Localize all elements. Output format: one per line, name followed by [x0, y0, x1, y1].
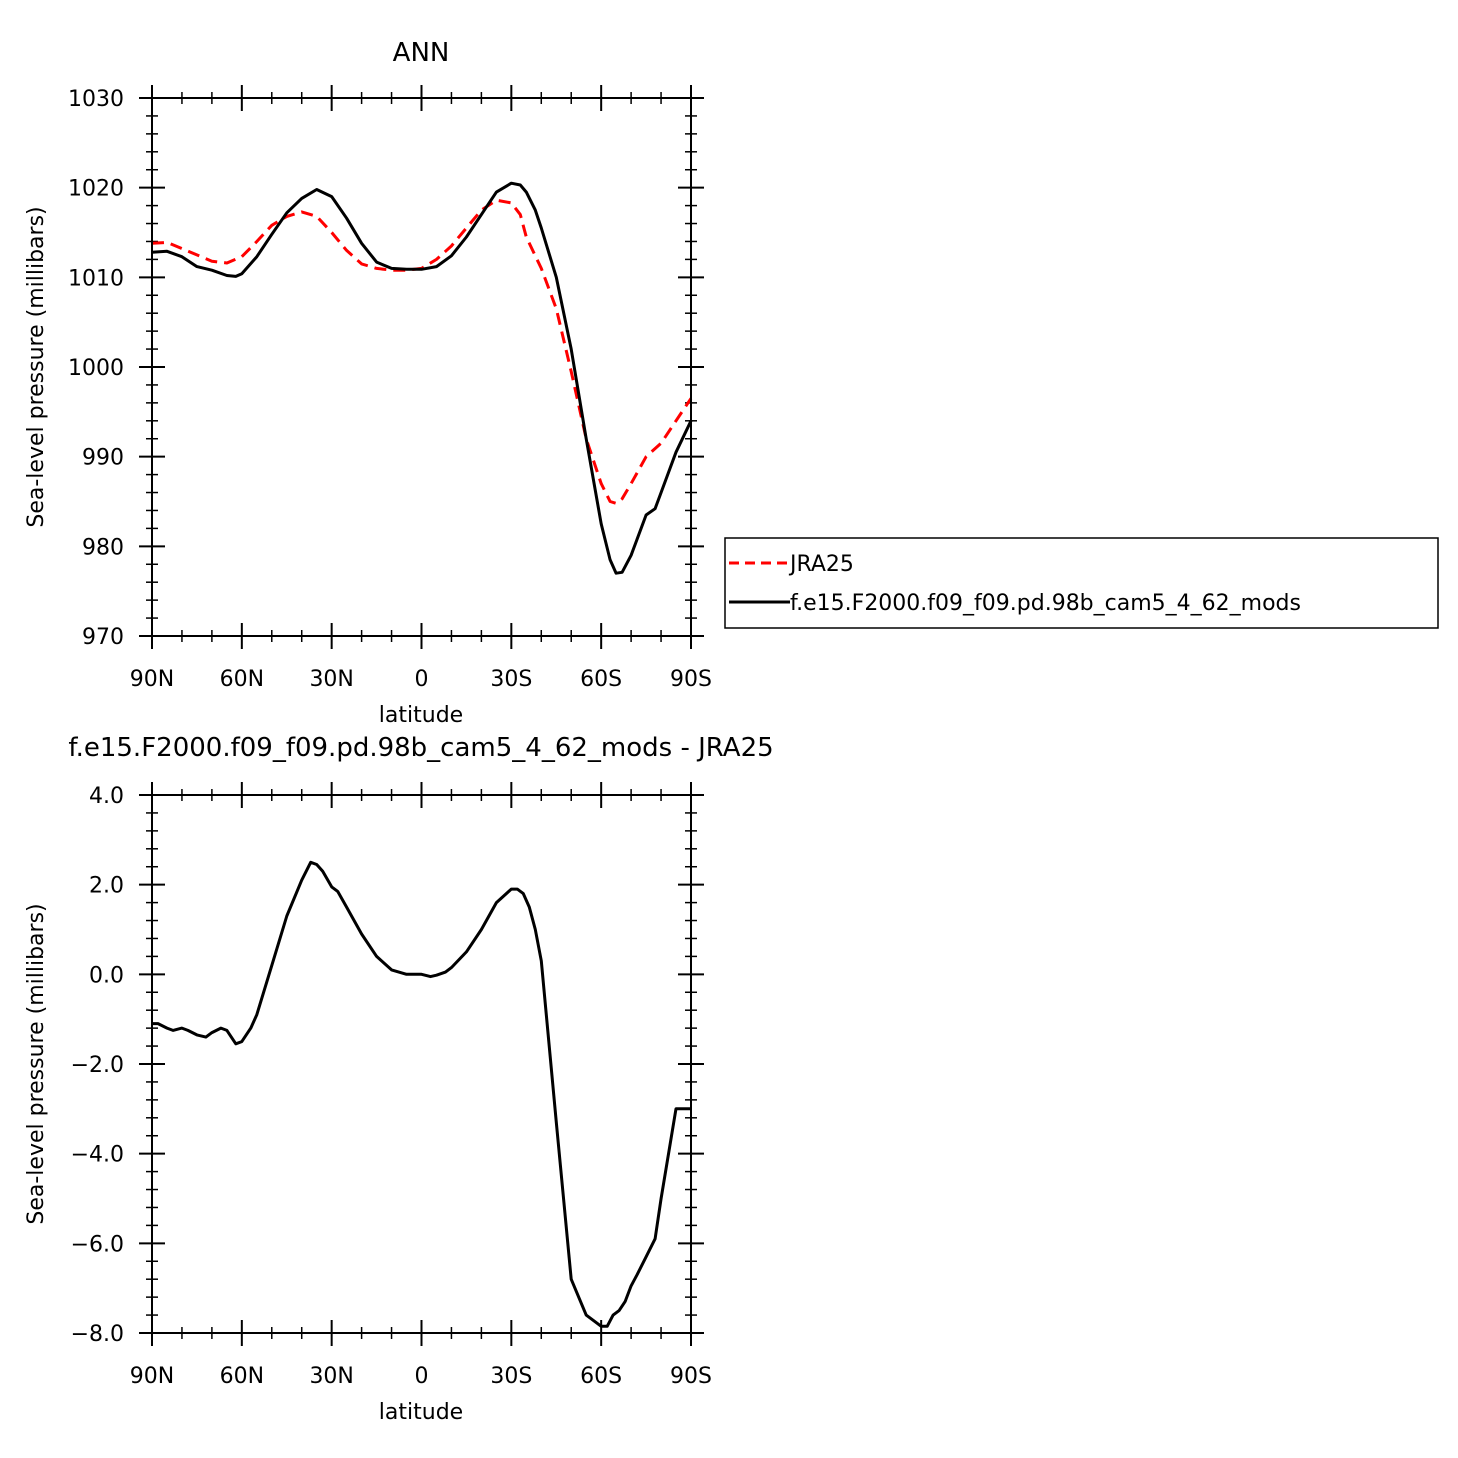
chart-bottom-x-tick-label: 60S — [580, 1364, 622, 1389]
chart-bottom-x-tick-label: 30N — [309, 1364, 353, 1389]
legend-label-model: f.e15.F2000.f09_f09.pd.98b_cam5_4_62_mod… — [790, 591, 1301, 616]
chart-bottom-y-tick-label: 2.0 — [89, 874, 124, 899]
chart-bottom-x-tick-label: 90S — [670, 1364, 712, 1389]
chart-top-x-tick-label: 90S — [670, 667, 712, 692]
chart-top-legend: JRA25 f.e15.F2000.f09_f09.pd.98b_cam5_4_… — [724, 537, 1439, 629]
chart-bottom-y-tick-label: 4.0 — [89, 784, 124, 809]
chart-top-y-tick-label: 1000 — [68, 356, 124, 381]
chart-bottom-xlabel: latitude — [379, 1400, 463, 1425]
chart-top-frame — [151, 97, 692, 637]
chart-bottom-ticks — [139, 782, 704, 1346]
chart-top-y-tick-labels: 970 980 990 1000 1010 1020 1030 — [68, 87, 124, 650]
chart-top-y-tick-label: 990 — [82, 446, 124, 471]
chart-bottom-y-tick-label: −6.0 — [71, 1232, 124, 1257]
chart-top-x-tick-label: 30N — [309, 667, 353, 692]
chart-bottom-series-line-0 — [152, 860, 691, 1328]
chart-top-series-line-0 — [151, 198, 693, 505]
chart-top-ticks — [139, 85, 704, 649]
chart-top-x-tick-labels: 90N 60N 30N 0 30S 60S 90S — [130, 667, 712, 692]
legend-box — [724, 537, 1439, 629]
chart-bottom-x-tick-label: 60N — [220, 1364, 264, 1389]
chart-top-x-tick-label: 90N — [130, 667, 174, 692]
chart-bottom-title: f.e15.F2000.f09_f09.pd.98b_cam5_4_62_mod… — [68, 733, 773, 763]
chart-top-y-tick-label: 970 — [82, 625, 124, 650]
legend-label-jra25: JRA25 — [788, 552, 854, 577]
chart-bottom-y-tick-labels: −8.0 −6.0 −4.0 −2.0 0.0 2.0 4.0 — [71, 784, 124, 1347]
chart-bottom-frame — [151, 794, 692, 1334]
chart-top-title: ANN — [393, 38, 450, 68]
chart-top-series — [151, 181, 693, 575]
chart-top-y-tick-label: 1020 — [68, 177, 124, 202]
chart-bottom: f.e15.F2000.f09_f09.pd.98b_cam5_4_62_mod… — [24, 733, 774, 1425]
chart-bottom-y-tick-label: −2.0 — [71, 1053, 124, 1078]
chart-top-xlabel: latitude — [379, 703, 463, 728]
chart-bottom-y-tick-label: 0.0 — [89, 963, 124, 988]
chart-bottom-x-tick-label: 30S — [490, 1364, 532, 1389]
chart-top-x-tick-label: 60S — [580, 667, 622, 692]
chart-bottom-x-tick-label: 90N — [130, 1364, 174, 1389]
chart-top-y-tick-label: 980 — [82, 535, 124, 560]
chart-bottom-x-tick-labels: 90N 60N 30N 0 30S 60S 90S — [130, 1364, 712, 1389]
chart-bottom-series — [152, 860, 691, 1328]
chart-top-x-tick-label: 60N — [220, 667, 264, 692]
chart-top: ANN 970 980 990 1000 1010 1020 1030 90N 60N 30N 0… — [24, 38, 1439, 728]
chart-bottom-y-tick-label: −4.0 — [71, 1143, 124, 1168]
chart-top-x-tick-label: 0 — [415, 667, 429, 692]
chart-top-y-tick-label: 1010 — [68, 266, 124, 291]
chart-bottom-ylabel: Sea-level pressure (millibars) — [24, 903, 49, 1224]
chart-top-series-line-1 — [151, 181, 693, 575]
chart-top-ylabel: Sea-level pressure (millibars) — [24, 206, 49, 527]
chart-bottom-x-tick-label: 0 — [415, 1364, 429, 1389]
chart-top-y-tick-label: 1030 — [68, 87, 124, 112]
chart-bottom-y-tick-label: −8.0 — [71, 1322, 124, 1347]
chart-top-x-tick-label: 30S — [490, 667, 532, 692]
